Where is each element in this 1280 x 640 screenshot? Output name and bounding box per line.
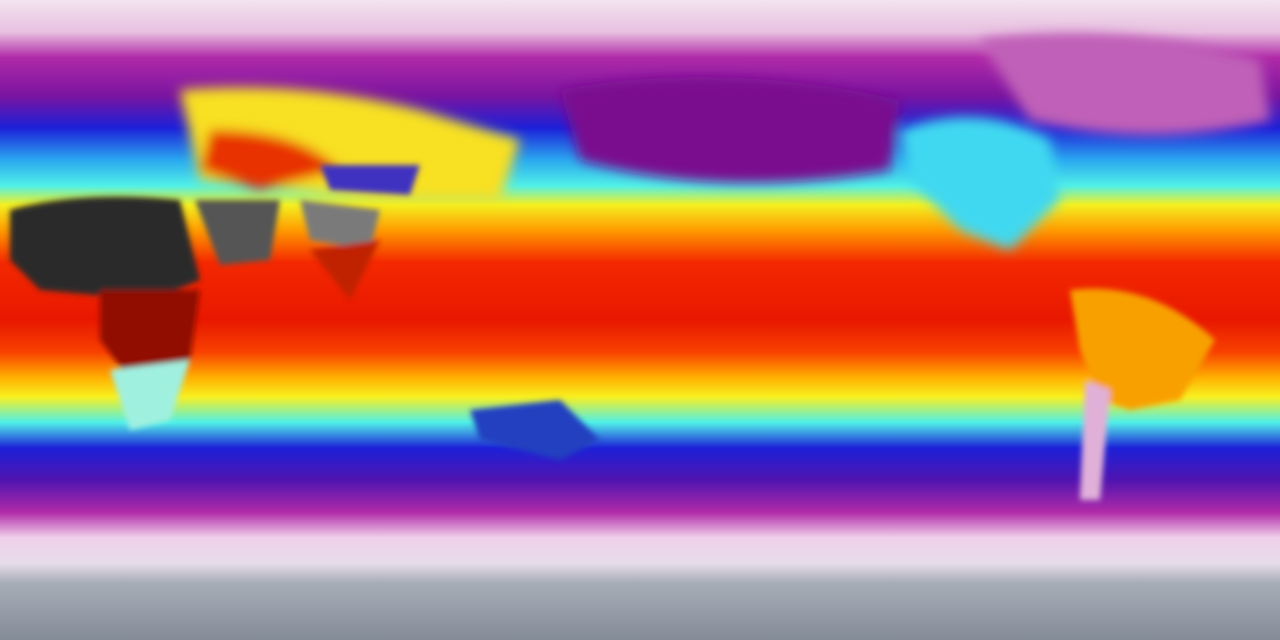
- siberia-hot-region: [200, 130, 340, 190]
- central-asia-region: [300, 200, 380, 250]
- arabia-desert: [195, 200, 280, 265]
- andes-cold-region: [1080, 380, 1110, 500]
- india-region: [310, 240, 380, 300]
- north-pacific-cold-region: [560, 77, 900, 183]
- south-america-region: [1070, 288, 1215, 410]
- sahara-desert: [10, 196, 200, 300]
- north-america-region: [900, 117, 1060, 250]
- southern-africa-region: [110, 360, 190, 430]
- australia-region: [470, 400, 600, 460]
- central-africa-region: [100, 290, 200, 380]
- canada-cold-region: [980, 33, 1270, 136]
- tibet-plateau: [320, 165, 420, 195]
